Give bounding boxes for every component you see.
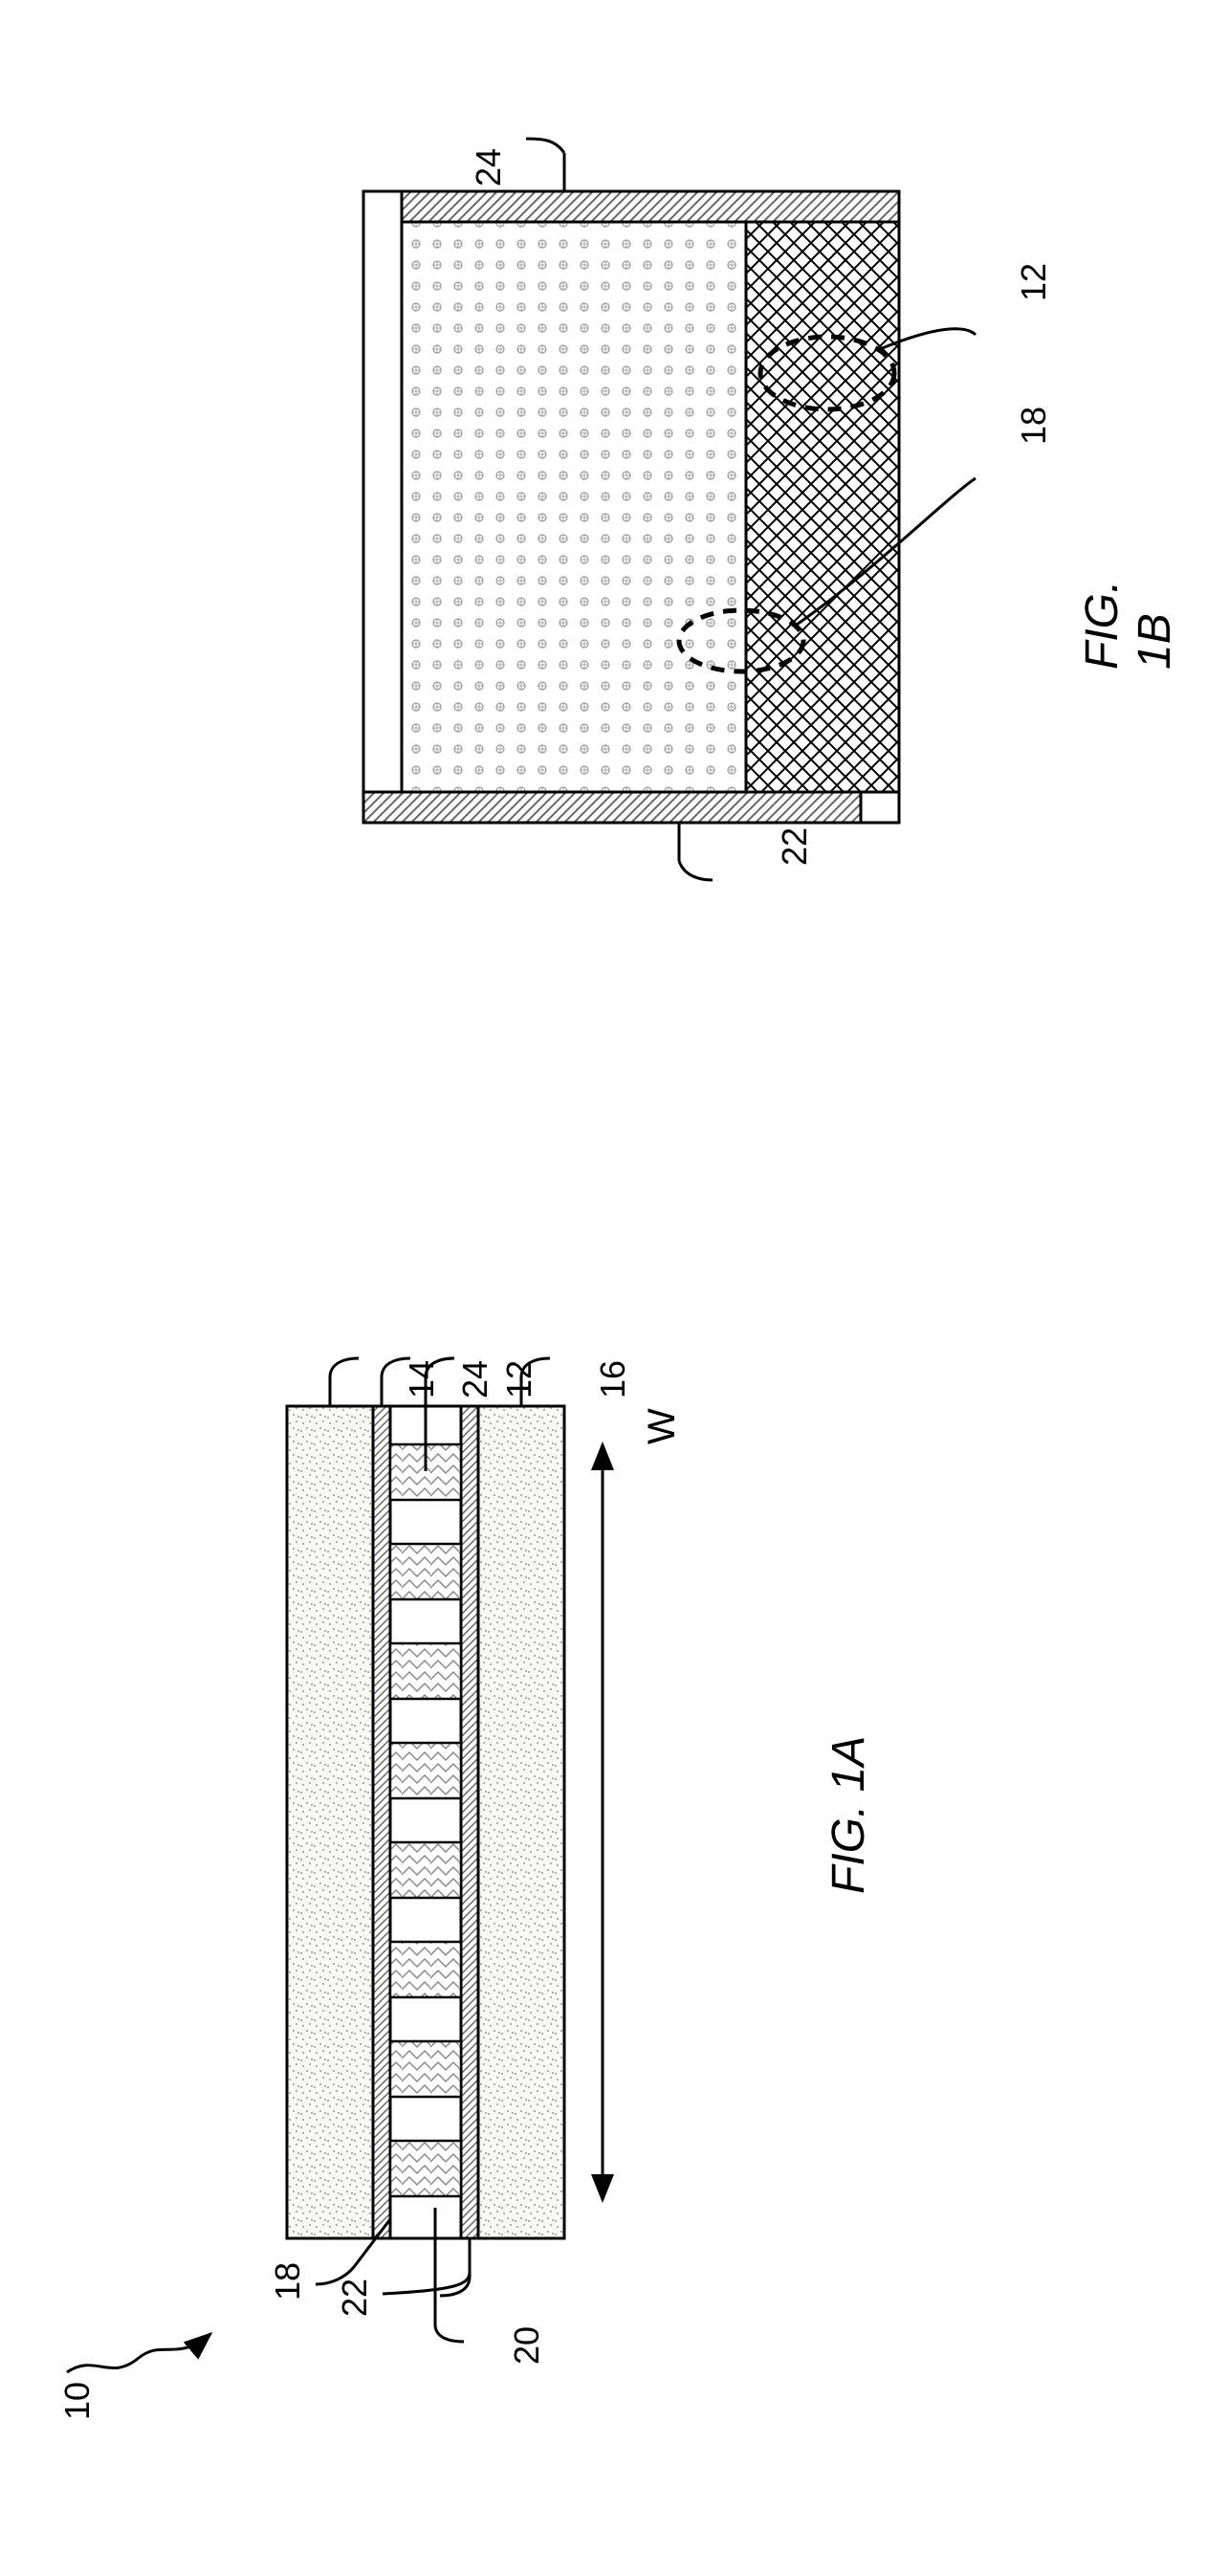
ref-18-a: 18 xyxy=(268,2262,308,2301)
ref-20-a: 20 xyxy=(507,2326,547,2365)
figure-1a-drawing xyxy=(0,1272,1207,2516)
ref-24-b: 24 xyxy=(469,148,509,187)
ref-10-a: 10 xyxy=(57,2382,98,2420)
ref-22-b: 22 xyxy=(775,827,815,866)
ref-14-a: 14 xyxy=(402,1360,442,1398)
ref-24-a: 24 xyxy=(455,1360,495,1398)
ref-18-b: 18 xyxy=(1014,407,1054,445)
figure-1b-drawing xyxy=(0,77,1207,1129)
ref-12-a: 12 xyxy=(499,1360,539,1398)
ref-12-b: 12 xyxy=(1014,263,1054,301)
figure-1b-label: FIG. 1B xyxy=(1076,539,1181,670)
width-label: W xyxy=(641,1408,684,1444)
page-container: FIG. 1B 24 22 12 18 xyxy=(0,0,1207,2576)
ref-16-a: 16 xyxy=(593,1360,633,1398)
figure-1a-label: FIG. 1A xyxy=(823,1736,875,1894)
ref-22-a: 22 xyxy=(335,2279,375,2317)
